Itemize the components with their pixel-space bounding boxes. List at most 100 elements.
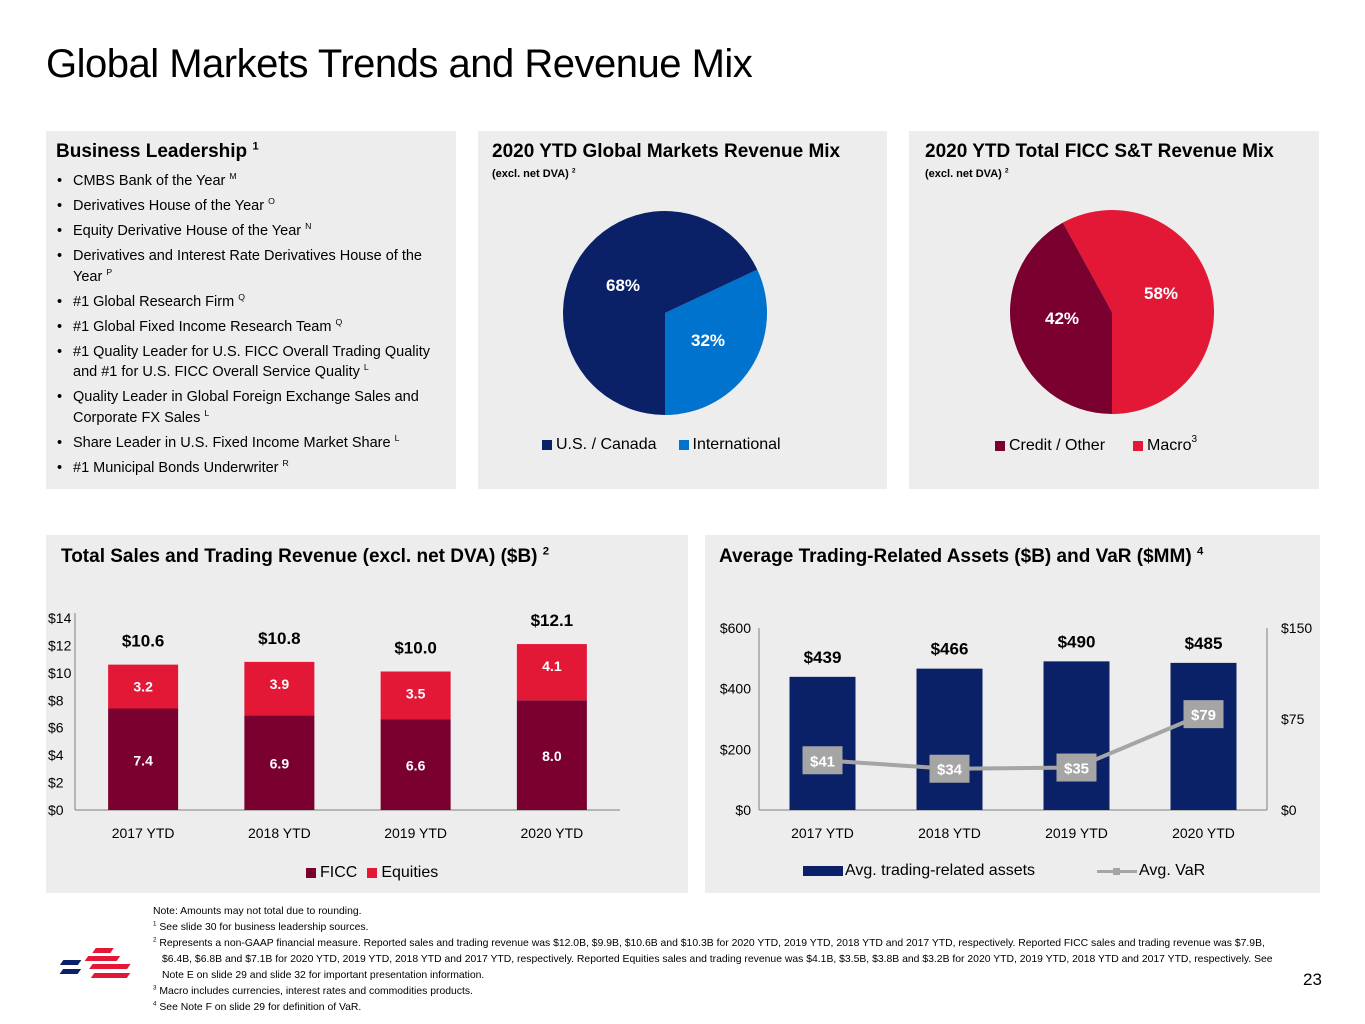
gm-pie-legend: U.S. / Canada International: [542, 436, 781, 454]
legend-swatch-us-canada: [542, 440, 552, 450]
bar-value-label: 6.9: [270, 756, 290, 772]
ficc-revenue-mix-title: 2020 YTD Total FICC S&T Revenue Mix: [925, 141, 1274, 162]
legend-swatch-credit-other: [995, 441, 1005, 451]
pie-slice-international: [665, 269, 767, 415]
bar-equities-2020-ytd: [516, 644, 587, 701]
leadership-item: Quality Leader in Global Foreign Exchang…: [56, 387, 451, 428]
rounding-note: Note: Amounts may not total due to round…: [153, 906, 362, 917]
legend-label-var: Avg. VaR: [1139, 862, 1206, 879]
y-tick-label-right: $150: [1281, 620, 1312, 636]
legend-label-credit-other: Credit / Other: [1009, 437, 1106, 454]
leadership-item: #1 Municipal Bonds Underwriter R: [56, 458, 451, 479]
bar-assets-2020-ytd: [1170, 662, 1237, 810]
bar-ficc-2020-ytd: [516, 700, 587, 810]
bar-value-label: 4.1: [542, 658, 562, 674]
legend-swatch-ficc: [306, 868, 316, 878]
bar-value-label: 3.2: [133, 679, 153, 695]
y-tick-label: $0: [48, 802, 64, 818]
footnote-1: 1 See slide 30 for business leadership s…: [153, 920, 369, 933]
leadership-item: CMBS Bank of the Year M: [56, 171, 451, 192]
bank-logo-icon: [59, 948, 131, 978]
pie-label-credit-other: 42%: [1045, 309, 1079, 328]
var-line: [822, 712, 1205, 771]
y-tick-label-right: $75: [1281, 711, 1305, 727]
ficc-pie-legend: Credit / Other Macro 3: [995, 435, 1197, 455]
leadership-item: #1 Quality Leader for U.S. FICC Overall …: [56, 342, 451, 383]
footnote-2: 2 Represents a non-GAAP financial measur…: [153, 936, 1273, 981]
var-value-label: $41: [810, 753, 835, 770]
legend-swatch-equities: [367, 868, 378, 878]
gm-revenue-mix-title: 2020 YTD Global Markets Revenue Mix: [492, 141, 841, 162]
y-tick-label-left: $400: [720, 681, 751, 697]
snt-legend: FICC Equities: [306, 864, 438, 882]
pie-label-u-s-canada: 68%: [606, 276, 640, 295]
var-value-label: $34: [937, 762, 963, 779]
bar-assets-2019-ytd: [1043, 661, 1110, 810]
bar-value-label: 8.0: [542, 748, 562, 764]
leadership-item: Share Leader in U.S. Fixed Income Market…: [56, 433, 451, 454]
business-leadership-panel: Business Leadership 1 CMBS Bank of the Y…: [46, 131, 456, 489]
pie-label-macro: 58%: [1144, 284, 1178, 303]
bar-equities-2018-ytd: [244, 661, 315, 716]
var-marker: [1183, 700, 1224, 729]
business-leadership-title: Business Leadership 1: [56, 140, 259, 162]
assets-var-title: Average Trading-Related Assets ($B) and …: [719, 545, 1204, 567]
leadership-item: Derivatives and Interest Rate Derivative…: [56, 246, 451, 287]
gm-revenue-mix-subtitle: (excl. net DVA) 2: [492, 167, 576, 180]
ficc-revenue-mix-pie: 58% 42%: [1010, 210, 1214, 414]
legend-label-ficc: FICC: [320, 864, 358, 881]
bar-total-label: $485: [1185, 634, 1223, 653]
footnote-4: 4 See Note F on slide 29 for definition …: [153, 1000, 362, 1013]
y-tick-label-left: $600: [720, 620, 751, 636]
y-tick-label: $10: [48, 665, 72, 681]
legend-label-international: International: [692, 436, 781, 453]
bar-assets-2017-ytd: [789, 676, 856, 810]
x-tick-label: 2019 YTD: [1045, 825, 1108, 841]
assets-var-chart: $0 $200 $400 $600 $0 $75 $150 $439 2017 YTD $466 2…: [720, 620, 1313, 841]
gm-revenue-mix-pie: 32% 68%: [563, 211, 767, 415]
y-tick-label-right: $0: [1281, 802, 1297, 818]
legend-label-equities: Equities: [381, 864, 439, 881]
bar-total-label: $10.8: [258, 629, 301, 648]
bar-ficc-2018-ytd: [244, 715, 315, 810]
bar-total-label: $12.1: [531, 611, 574, 630]
bar-assets-2018-ytd: [916, 668, 983, 810]
x-tick-label: 2019 YTD: [384, 825, 447, 841]
y-tick-label-left: $0: [735, 802, 751, 818]
y-tick-label: $6: [48, 720, 64, 736]
snt-revenue-panel: Total Sales and Trading Revenue (excl. n…: [46, 535, 688, 893]
x-tick-label: 2018 YTD: [248, 825, 311, 841]
leadership-item: #1 Global Fixed Income Research Team Q: [56, 317, 451, 338]
bar-ficc-2017-ytd: [108, 708, 179, 810]
gm-revenue-mix-panel: 2020 YTD Global Markets Revenue Mix (exc…: [478, 131, 887, 489]
var-marker: [929, 754, 970, 783]
y-tick-label: $4: [48, 747, 64, 763]
assets-var-legend: Avg. trading-related assets Avg. VaR: [803, 862, 1205, 880]
bar-value-label: 3.9: [270, 676, 290, 692]
bar-equities-2017-ytd: [108, 664, 179, 709]
x-tick-label: 2020 YTD: [1172, 825, 1235, 841]
legend-swatch-macro: [1133, 441, 1144, 451]
bar-total-label: $466: [931, 640, 969, 659]
y-tick-label: $12: [48, 637, 72, 653]
page-title: Global Markets Trends and Revenue Mix: [46, 42, 753, 86]
legend-swatch-assets: [803, 866, 843, 876]
var-marker: [802, 746, 843, 775]
x-tick-label: 2020 YTD: [520, 825, 583, 841]
pie-slice-macro: [1062, 210, 1214, 414]
legend-swatch-international: [678, 440, 689, 450]
leadership-item: Derivatives House of the Year O: [56, 196, 451, 217]
x-tick-label: 2018 YTD: [918, 825, 981, 841]
ficc-revenue-mix-subtitle: (excl. net DVA) 2: [925, 167, 1009, 180]
var-value-label: $79: [1191, 707, 1216, 724]
y-tick-label: $8: [48, 692, 64, 708]
var-value-label: $35: [1064, 761, 1089, 778]
ficc-revenue-mix-panel: 2020 YTD Total FICC S&T Revenue Mix (exc…: [909, 131, 1319, 489]
leadership-item: Equity Derivative House of the Year N: [56, 221, 451, 242]
leadership-item: #1 Global Research Firm Q: [56, 292, 451, 313]
y-tick-label-left: $200: [720, 741, 751, 757]
pie-slice-u-s-canada: [563, 211, 758, 415]
legend-swatch-var: [1097, 867, 1138, 875]
footnotes: Note: Amounts may not total due to round…: [153, 904, 1293, 1016]
legend-label-us-canada: U.S. / Canada: [556, 436, 657, 453]
